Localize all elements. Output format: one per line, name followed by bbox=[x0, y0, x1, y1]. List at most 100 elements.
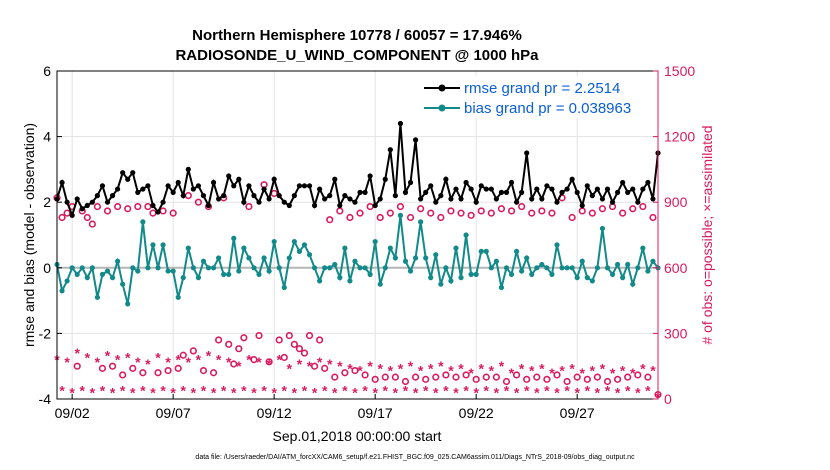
rmse-point bbox=[488, 186, 494, 192]
obs-assimilated-point: * bbox=[105, 347, 111, 363]
obs-assimilated-point: * bbox=[150, 384, 156, 400]
bias-point bbox=[322, 265, 328, 271]
obs-possible-point bbox=[502, 377, 511, 386]
rmse-point bbox=[190, 186, 196, 192]
bias-point bbox=[569, 265, 575, 271]
obs-assimilated-point: * bbox=[140, 382, 146, 398]
obs-possible-point bbox=[103, 207, 112, 215]
bias-point bbox=[135, 268, 141, 274]
obs-possible-point bbox=[83, 213, 91, 222]
x-tick-label: 09/02 bbox=[55, 405, 90, 421]
obs-possible-point bbox=[512, 371, 521, 379]
bias-point bbox=[109, 275, 116, 281]
bias-point bbox=[620, 275, 626, 281]
obs-assimilated-point: * bbox=[221, 382, 227, 398]
y-tick-label: -4 bbox=[39, 391, 52, 407]
obs-possible-point bbox=[482, 373, 490, 381]
rmse-point bbox=[99, 183, 106, 189]
obs-possible-point bbox=[472, 375, 480, 383]
bias-point bbox=[559, 265, 565, 271]
x-tick-label: 09/12 bbox=[257, 405, 292, 421]
rmse-point bbox=[205, 202, 212, 209]
bias-point bbox=[377, 281, 383, 287]
obs-assimilated-point: * bbox=[428, 360, 434, 376]
bias-point bbox=[402, 258, 409, 264]
bias-point bbox=[271, 238, 277, 245]
obs-possible-point bbox=[568, 213, 576, 222]
obs-possible-point bbox=[492, 373, 500, 381]
bias-point bbox=[301, 242, 308, 248]
obs-possible-point bbox=[93, 202, 102, 211]
obs-assimilated-point: * bbox=[125, 349, 131, 365]
obs-assimilated-point: * bbox=[115, 352, 121, 368]
obs-assimilated-point: * bbox=[251, 384, 257, 400]
obs-assimilated-point: * bbox=[322, 382, 328, 398]
rmse-point bbox=[534, 186, 540, 192]
rmse-point bbox=[387, 147, 393, 153]
obs-assimilated-point: * bbox=[388, 363, 394, 379]
obs-assimilated-point: * bbox=[95, 354, 101, 370]
obs-assimilated-point: * bbox=[307, 358, 313, 374]
bias-point bbox=[594, 265, 600, 271]
y-axis-label: rmse and bias (model - observation) bbox=[21, 123, 37, 347]
left-axis: -4 -2 0 2 4 6 bbox=[39, 63, 62, 407]
obs-assimilated-point: * bbox=[216, 352, 222, 368]
bias-point bbox=[210, 265, 217, 271]
rmse-point bbox=[362, 189, 368, 195]
obs-possible-point bbox=[290, 340, 298, 348]
obs-assimilated-point: * bbox=[625, 382, 631, 398]
obs-assimilated-point: * bbox=[484, 382, 490, 398]
rmse-point bbox=[301, 183, 308, 189]
bias-point bbox=[640, 245, 646, 251]
obs-assimilated-point: * bbox=[256, 354, 262, 370]
right-axis: 0 300 600 900 1200 1500 bbox=[653, 63, 695, 407]
obs-possible-point bbox=[63, 209, 71, 217]
rmse-point bbox=[216, 196, 222, 202]
obs-assimilated-point: * bbox=[236, 358, 242, 374]
bias-point bbox=[160, 242, 166, 248]
obs-possible-point bbox=[154, 369, 162, 377]
rmse-point bbox=[226, 173, 232, 179]
obs-possible-point bbox=[487, 209, 495, 217]
rmse-point bbox=[483, 186, 489, 192]
obs-assimilated-point: * bbox=[347, 360, 353, 376]
bias-point bbox=[231, 235, 237, 241]
obs-possible-point bbox=[406, 213, 415, 222]
obs-assimilated-point: * bbox=[59, 382, 65, 398]
obs-possible-point bbox=[507, 207, 516, 215]
obs-assimilated-point: * bbox=[206, 347, 212, 363]
obs-possible-point bbox=[280, 353, 288, 362]
obs-possible-point bbox=[462, 371, 470, 379]
obs-possible-point bbox=[139, 369, 147, 377]
obs-assimilated-point: * bbox=[342, 382, 348, 398]
rmse-point bbox=[579, 202, 585, 209]
obs-assimilated-point: * bbox=[438, 358, 444, 374]
obs-assimilated-point: * bbox=[398, 360, 404, 376]
obs-possible-point bbox=[528, 209, 536, 217]
obs-assimilated-point: * bbox=[226, 354, 232, 370]
obs-assimilated-point: * bbox=[100, 382, 106, 398]
legend-box bbox=[418, 76, 642, 118]
bias-point bbox=[397, 212, 404, 218]
obs-assimilated-point: * bbox=[64, 354, 70, 370]
obs-assimilated-point: * bbox=[110, 384, 116, 400]
rmse-point bbox=[529, 196, 535, 202]
rmse-point bbox=[382, 176, 388, 182]
obs-assimilated-point: * bbox=[175, 352, 181, 368]
obs-possible-point bbox=[376, 213, 384, 222]
obs-assimilated-point: * bbox=[130, 384, 136, 400]
rmse-point bbox=[554, 199, 560, 205]
rmse-point bbox=[210, 179, 217, 186]
obs-assimilated-point: * bbox=[544, 382, 550, 398]
bias-point bbox=[347, 278, 353, 284]
bias-point bbox=[221, 271, 227, 277]
obs-assimilated-point: * bbox=[610, 365, 616, 381]
obs-assimilated-point: * bbox=[317, 354, 323, 370]
obs-assimilated-point: * bbox=[332, 384, 338, 400]
obs-possible-point bbox=[417, 205, 425, 213]
bias-point bbox=[392, 255, 398, 261]
obs-possible-point bbox=[305, 331, 314, 340]
obs-assimilated-point: * bbox=[367, 358, 373, 374]
obs-assimilated-point: * bbox=[590, 363, 596, 379]
